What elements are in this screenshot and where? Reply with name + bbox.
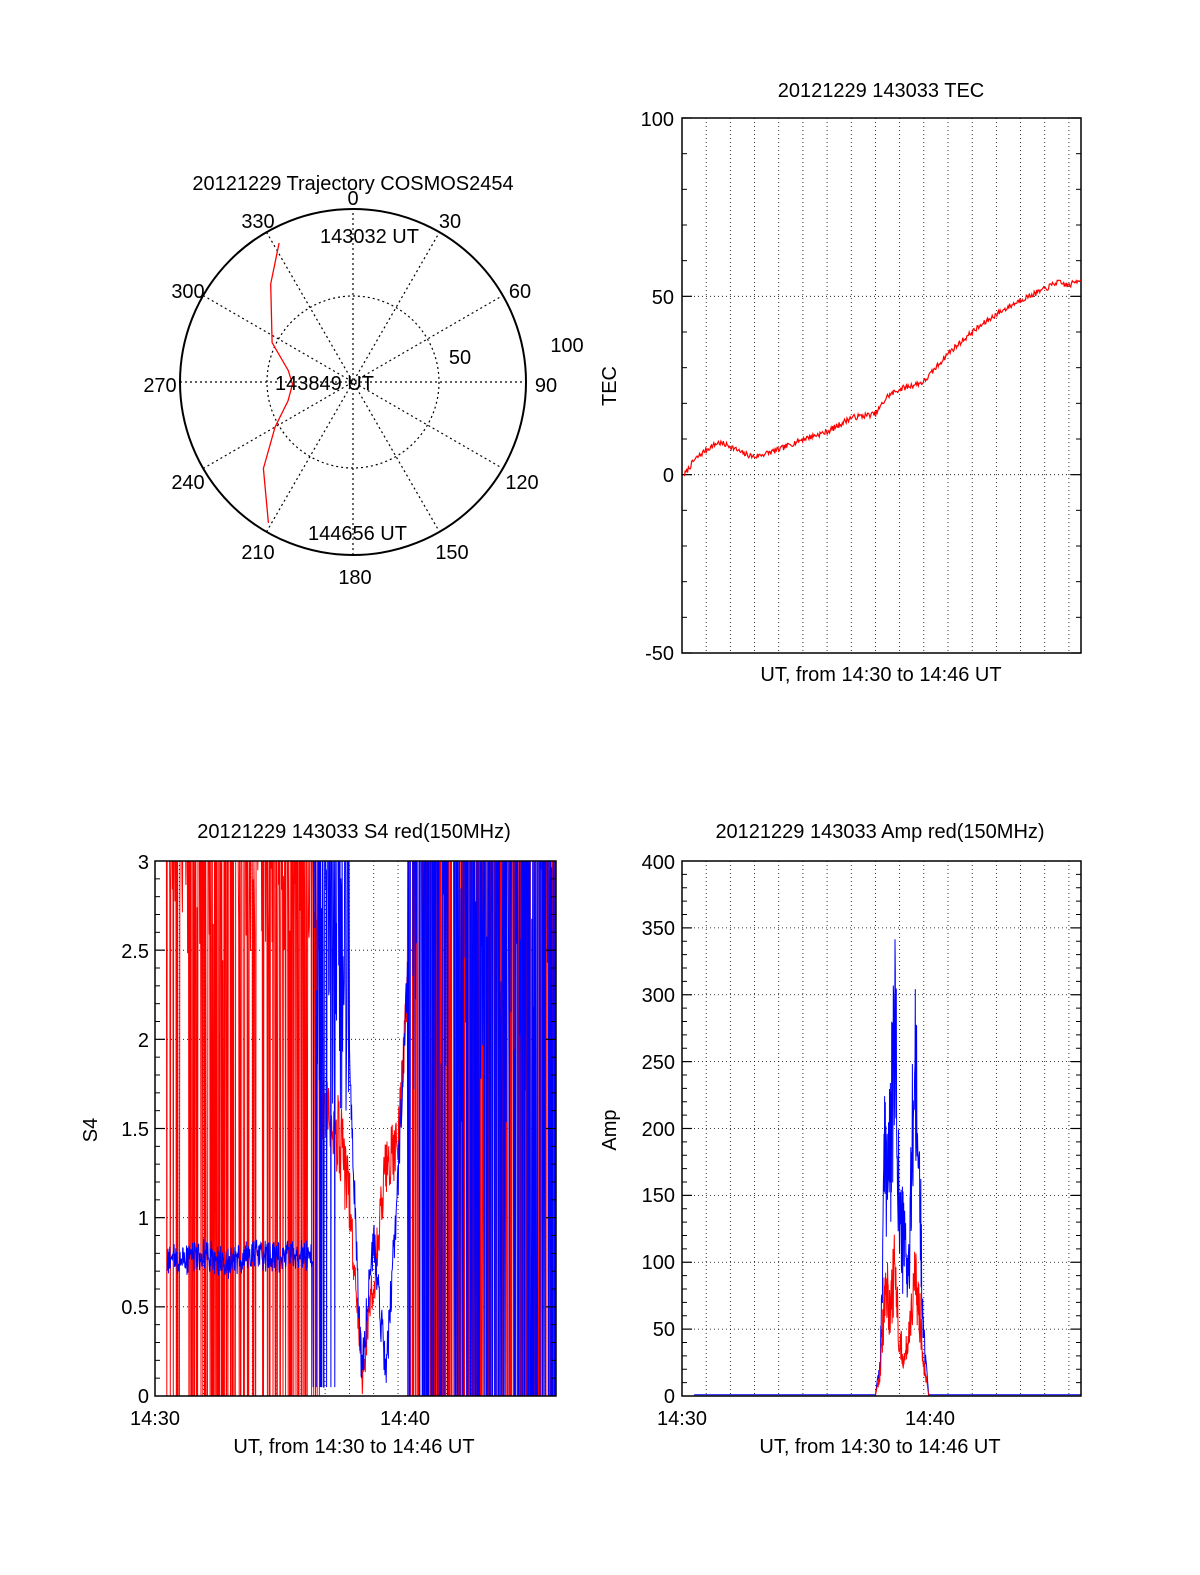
- s4-ytick-0-5: 0.5: [121, 1297, 149, 1319]
- amp-series-clip: [694, 939, 1081, 1396]
- tec-ticks: [682, 117, 1081, 654]
- amp-ytick-250: 250: [642, 1052, 675, 1074]
- trajectory-end-label: 144656 UT: [308, 523, 407, 545]
- polar-title: 20121229 Trajectory COSMOS2454: [192, 173, 513, 195]
- polar-azimuth-label: 150: [435, 542, 468, 564]
- s4-ytick-2: 2: [138, 1030, 149, 1052]
- amp-red-series-line: [694, 1234, 1081, 1396]
- amp-ytick-50: 50: [653, 1319, 675, 1341]
- amp-ticks: [682, 873, 1081, 1384]
- amp-xtick-1440: 14:40: [905, 1408, 955, 1430]
- s4-blue-series-line: [166, 861, 556, 1396]
- s4-series-clip: [165, 861, 556, 1396]
- polar-azimuth-label: 60: [509, 281, 531, 303]
- amp-title: 20121229 143033 Amp red(150MHz): [715, 821, 1044, 843]
- polar-azimuth-label: 0: [347, 188, 358, 210]
- s4-ytick-1: 1: [138, 1208, 149, 1230]
- polar-azimuth-labels: 0 30 60 90 120 150 180 210 240 270 300 330: [143, 188, 557, 589]
- tec-grid: [682, 118, 1081, 653]
- s4-xtick-1430: 14:30: [130, 1408, 180, 1430]
- amp-grid: [682, 861, 1081, 1396]
- polar-azimuth-label: 270: [143, 375, 176, 397]
- polar-inner-circle: [266, 295, 440, 469]
- tec-ytick-neg50: -50: [645, 643, 674, 665]
- amp-panel: 20121229 143033 Amp red(150MHz) 0 50 100…: [599, 821, 1082, 1458]
- tec-title: 20121229 143033 TEC: [778, 80, 984, 102]
- s4-title: 20121229 143033 S4 red(150MHz): [197, 821, 511, 843]
- polar-azimuth-label: 180: [338, 567, 371, 589]
- amp-ytick-100: 100: [642, 1252, 675, 1274]
- s4-series: [165, 861, 556, 1396]
- s4-ticks: [155, 878, 556, 1379]
- polar-azimuth-label: 210: [241, 542, 274, 564]
- amp-ylabel: Amp: [599, 1109, 621, 1150]
- amp-xlabel: UT, from 14:30 to 14:46 UT: [759, 1436, 1000, 1458]
- polar-panel: 20121229 Trajectory COSMOS2454 0 30 60 90 12…: [143, 173, 583, 589]
- amp-series: [694, 939, 1081, 1396]
- amp-ytick-200: 200: [642, 1119, 675, 1141]
- trajectory-mid-label: 143849 UT: [275, 373, 374, 395]
- polar-azimuth-label: 300: [171, 281, 204, 303]
- s4-ytick-2-5: 2.5: [121, 941, 149, 963]
- polar-radial-label-50: 50: [449, 347, 471, 369]
- trajectory-start-label: 143032 UT: [320, 226, 419, 248]
- s4-ytick-1-5: 1.5: [121, 1119, 149, 1141]
- amp-ytick-350: 350: [642, 918, 675, 940]
- polar-azimuth-label: 120: [505, 472, 538, 494]
- polar-azimuth-label: 330: [241, 211, 274, 233]
- tec-plot-frame: [681, 117, 1082, 654]
- polar-azimuth-label: 90: [535, 375, 557, 397]
- polar-radial-label-100: 100: [550, 335, 583, 357]
- s4-ylabel: S4: [80, 1118, 102, 1142]
- polar-azimuth-label: 30: [439, 211, 461, 233]
- tec-ytick-100: 100: [641, 109, 674, 131]
- s4-ytick-0: 0: [138, 1386, 149, 1408]
- tec-series-clip: [683, 279, 1081, 477]
- tec-panel: 20121229 143033 TEC -50 0 50 100 TEC UT,…: [599, 80, 1082, 686]
- amp-ytick-400: 400: [642, 852, 675, 874]
- amp-ytick-150: 150: [642, 1185, 675, 1207]
- tec-series-line: [683, 279, 1081, 477]
- tec-series: [683, 279, 1081, 477]
- tec-ylabel: TEC: [599, 366, 621, 406]
- s4-xtick-1440: 14:40: [380, 1408, 430, 1430]
- amp-ytick-300: 300: [642, 985, 675, 1007]
- tec-xlabel: UT, from 14:30 to 14:46 UT: [760, 664, 1001, 686]
- s4-xlabel: UT, from 14:30 to 14:46 UT: [233, 1436, 474, 1458]
- polar-azimuth-label: 240: [171, 472, 204, 494]
- amp-blue-series-line: [694, 939, 1081, 1396]
- tec-ytick-0: 0: [663, 465, 674, 487]
- amp-ytick-0: 0: [664, 1386, 675, 1408]
- tec-ytick-50: 50: [652, 287, 674, 309]
- s4-panel: 20121229 143033 S4 red(150MHz) 0 0.5 1 1…: [80, 821, 557, 1458]
- polar-trajectory-line: [262, 242, 294, 523]
- s4-ytick-3: 3: [138, 852, 149, 874]
- amp-xtick-1430: 14:30: [657, 1408, 707, 1430]
